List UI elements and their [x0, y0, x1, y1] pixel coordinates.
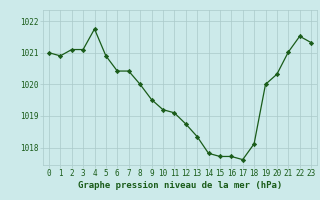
X-axis label: Graphe pression niveau de la mer (hPa): Graphe pression niveau de la mer (hPa)	[78, 181, 282, 190]
